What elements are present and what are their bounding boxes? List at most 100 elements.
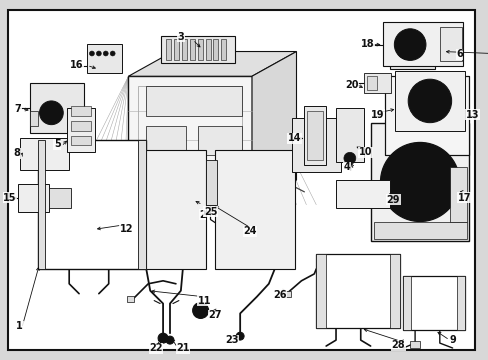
Text: 4: 4 bbox=[343, 162, 349, 172]
Bar bbox=[363, 73, 390, 93]
Circle shape bbox=[413, 85, 445, 117]
Bar bbox=[370, 123, 468, 241]
Circle shape bbox=[96, 51, 101, 56]
Bar bbox=[138, 86, 242, 200]
Circle shape bbox=[407, 79, 451, 123]
Text: 14: 14 bbox=[287, 134, 301, 144]
Text: 8: 8 bbox=[13, 148, 20, 158]
Circle shape bbox=[236, 332, 244, 340]
Circle shape bbox=[393, 29, 425, 60]
Bar bbox=[335, 108, 363, 162]
Text: 27: 27 bbox=[208, 310, 222, 320]
Bar bbox=[449, 167, 467, 221]
Polygon shape bbox=[251, 51, 296, 205]
Text: 12: 12 bbox=[120, 224, 133, 234]
Text: 5: 5 bbox=[54, 139, 61, 149]
Bar bbox=[307, 111, 323, 160]
Text: 6: 6 bbox=[455, 49, 462, 59]
Bar bbox=[403, 276, 464, 330]
Text: 19: 19 bbox=[370, 110, 384, 120]
Text: 16: 16 bbox=[70, 60, 83, 70]
Circle shape bbox=[110, 51, 115, 56]
Text: 1: 1 bbox=[17, 321, 23, 331]
Bar bbox=[197, 165, 242, 195]
Text: 26: 26 bbox=[272, 290, 286, 300]
Bar bbox=[138, 140, 146, 269]
Bar bbox=[30, 111, 38, 126]
Text: 29: 29 bbox=[386, 195, 399, 205]
Circle shape bbox=[103, 51, 108, 56]
Bar bbox=[161, 36, 235, 63]
Text: 3: 3 bbox=[177, 32, 184, 42]
Bar bbox=[174, 39, 179, 60]
Circle shape bbox=[380, 143, 459, 221]
Circle shape bbox=[196, 306, 204, 314]
Bar bbox=[205, 160, 217, 205]
Bar bbox=[316, 254, 400, 328]
Bar bbox=[30, 83, 84, 132]
Bar bbox=[394, 71, 464, 131]
Bar bbox=[197, 39, 202, 60]
Circle shape bbox=[89, 51, 94, 56]
Circle shape bbox=[45, 107, 57, 119]
Bar bbox=[304, 106, 325, 165]
Text: 23: 23 bbox=[225, 335, 239, 345]
Bar bbox=[126, 296, 134, 302]
Bar bbox=[383, 22, 462, 66]
Bar bbox=[403, 276, 410, 330]
Bar bbox=[38, 140, 45, 269]
Bar bbox=[146, 86, 242, 116]
Bar bbox=[146, 150, 205, 269]
Text: 15: 15 bbox=[3, 193, 17, 203]
Bar bbox=[87, 44, 122, 73]
Bar bbox=[373, 221, 467, 239]
Bar bbox=[71, 106, 91, 116]
Text: 17: 17 bbox=[457, 193, 470, 203]
Bar bbox=[389, 30, 434, 69]
Text: 20: 20 bbox=[345, 80, 358, 90]
Bar bbox=[439, 27, 461, 62]
Bar bbox=[182, 39, 186, 60]
Circle shape bbox=[385, 147, 454, 217]
Bar bbox=[128, 76, 251, 205]
Circle shape bbox=[343, 152, 355, 164]
Bar bbox=[221, 39, 226, 60]
Bar bbox=[205, 39, 210, 60]
Bar bbox=[316, 254, 325, 328]
Text: 21: 21 bbox=[176, 343, 189, 353]
Bar bbox=[18, 184, 49, 212]
Text: 18: 18 bbox=[360, 39, 374, 49]
Bar bbox=[189, 39, 194, 60]
Bar bbox=[38, 140, 146, 269]
Bar bbox=[71, 135, 91, 145]
Circle shape bbox=[396, 40, 416, 59]
Bar bbox=[409, 341, 419, 348]
Text: 2: 2 bbox=[199, 210, 205, 220]
Polygon shape bbox=[128, 51, 296, 76]
Text: 7: 7 bbox=[14, 104, 21, 114]
Text: 24: 24 bbox=[243, 226, 256, 237]
Bar bbox=[366, 76, 376, 90]
Bar bbox=[67, 108, 95, 152]
Bar bbox=[389, 254, 400, 328]
Circle shape bbox=[424, 96, 434, 106]
Bar bbox=[282, 291, 290, 297]
Bar bbox=[146, 165, 185, 195]
Bar bbox=[385, 76, 468, 155]
Text: 11: 11 bbox=[198, 296, 211, 306]
Bar bbox=[335, 180, 389, 208]
Bar bbox=[291, 118, 340, 172]
Text: 25: 25 bbox=[203, 207, 217, 217]
Bar bbox=[456, 276, 464, 330]
Circle shape bbox=[166, 336, 174, 344]
Circle shape bbox=[40, 101, 63, 125]
Circle shape bbox=[411, 174, 427, 190]
Circle shape bbox=[400, 35, 419, 54]
Text: 28: 28 bbox=[391, 340, 404, 350]
Circle shape bbox=[158, 333, 168, 343]
Text: 22: 22 bbox=[149, 343, 163, 353]
Circle shape bbox=[402, 45, 411, 54]
Bar bbox=[20, 139, 69, 170]
Bar bbox=[166, 39, 171, 60]
Bar bbox=[49, 188, 71, 208]
